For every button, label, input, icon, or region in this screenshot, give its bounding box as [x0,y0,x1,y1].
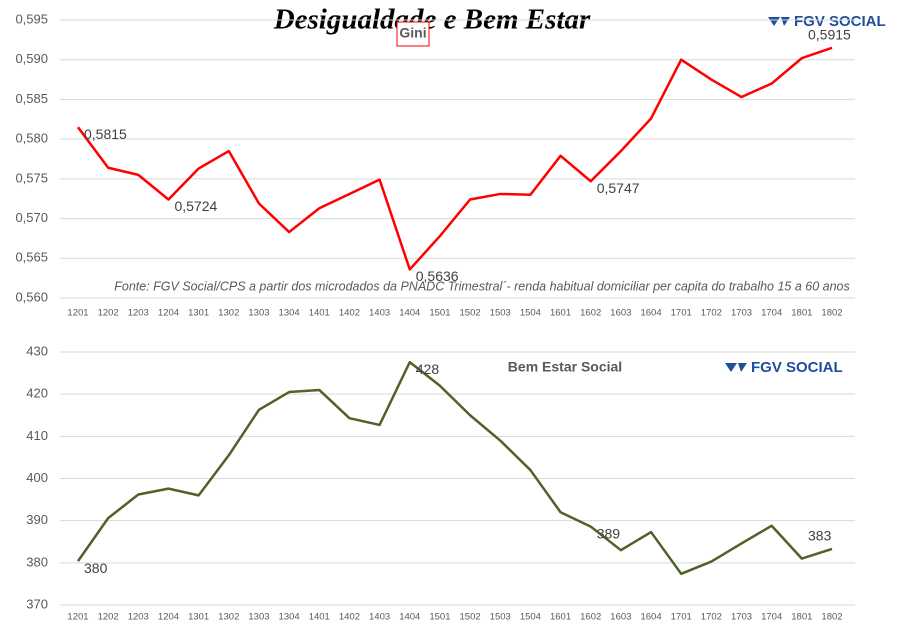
y-tick-label: 0,580 [15,131,48,146]
x-tick-label: 1302 [218,308,239,319]
x-tick-label: 1304 [279,612,300,623]
x-tick-label: 1703 [731,308,752,319]
y-tick-label: 380 [26,554,48,569]
x-tick-label: 1704 [761,308,782,319]
x-tick-label: 1501 [429,612,450,623]
legend-box [396,21,430,47]
logo: FGV SOCIAL [751,359,843,376]
x-tick-label: 1503 [490,612,511,623]
data-label: 0,5747 [597,180,640,196]
x-tick-label: 1702 [701,612,722,623]
data-label: 389 [597,525,621,541]
logo: FGV SOCIAL [794,13,886,30]
x-tick-label: 1202 [98,308,119,319]
x-tick-label: 1704 [761,612,782,623]
x-tick-label: 1602 [580,612,601,623]
data-label: 0,5815 [84,126,127,142]
y-tick-label: 0,590 [15,51,48,66]
y-tick-label: 0,595 [15,11,48,26]
y-tick-label: 0,565 [15,250,48,265]
legend-entry: Gini [399,25,426,41]
x-tick-label: 1403 [369,308,390,319]
x-tick-label: 1601 [550,612,571,623]
x-tick-label: 1802 [821,612,842,623]
x-tick-label: 1404 [399,612,420,623]
data-label: 0,5915 [808,27,851,43]
data-label: 0,5724 [174,198,217,214]
data-label: 0,5636 [416,268,459,284]
x-tick-label: 1403 [369,612,390,623]
y-tick-label: 400 [26,470,48,485]
x-tick-label: 1203 [128,308,149,319]
y-tick-label: 430 [26,343,48,358]
x-tick-label: 1201 [67,612,88,623]
x-tick-label: 1401 [309,308,330,319]
x-tick-label: 1702 [701,308,722,319]
line [76,360,833,576]
x-tick-label: 1601 [550,308,571,319]
data-label: 380 [84,560,108,576]
x-tick-label: 1502 [460,308,481,319]
x-tick-label: 1701 [671,612,692,623]
x-tick-label: 1502 [460,612,481,623]
x-tick-label: 1604 [640,308,661,319]
logo-icon [768,17,790,26]
logo-icon [725,363,747,372]
x-tick-label: 1801 [791,308,812,319]
x-tick-label: 1301 [188,612,209,623]
x-tick-label: 1703 [731,612,752,623]
y-tick-label: 420 [26,386,48,401]
x-tick-label: 1302 [218,612,239,623]
y-tick-label: 390 [26,512,48,527]
data-label: 383 [808,528,832,544]
x-tick-label: 1602 [580,308,601,319]
x-tick-label: 1404 [399,308,420,319]
source-note: Fonte: FGV Social/CPS a partir dos micro… [114,279,850,293]
x-tick-label: 1801 [791,612,812,623]
x-tick-label: 1504 [520,308,541,319]
x-tick-label: 1204 [158,612,179,623]
x-tick-label: 1203 [128,612,149,623]
x-tick-label: 1603 [610,308,631,319]
x-tick-label: 1304 [279,308,300,319]
x-tick-label: 1402 [339,308,360,319]
y-tick-label: 370 [26,596,48,611]
x-tick-label: 1503 [490,308,511,319]
x-tick-label: 1201 [67,308,88,319]
x-tick-label: 1504 [520,612,541,623]
x-tick-label: 1701 [671,308,692,319]
x-tick-label: 1603 [610,612,631,623]
x-tick-label: 1604 [640,612,661,623]
data-label: 428 [416,361,440,377]
x-tick-label: 1802 [821,308,842,319]
x-tick-label: 1303 [248,308,269,319]
x-tick-label: 1501 [429,308,450,319]
y-tick-label: 0,575 [15,170,48,185]
x-tick-label: 1401 [309,612,330,623]
y-tick-label: 0,560 [15,289,48,304]
y-tick-label: 0,570 [15,210,48,225]
y-tick-label: 0,585 [15,91,48,106]
line [76,46,833,271]
y-tick-label: 410 [26,428,48,443]
x-tick-label: 1402 [339,612,360,623]
x-tick-label: 1202 [98,612,119,623]
x-tick-label: 1204 [158,308,179,319]
chart-subtitle: Bem Estar Social [508,359,622,375]
x-tick-label: 1301 [188,308,209,319]
x-tick-label: 1303 [248,612,269,623]
